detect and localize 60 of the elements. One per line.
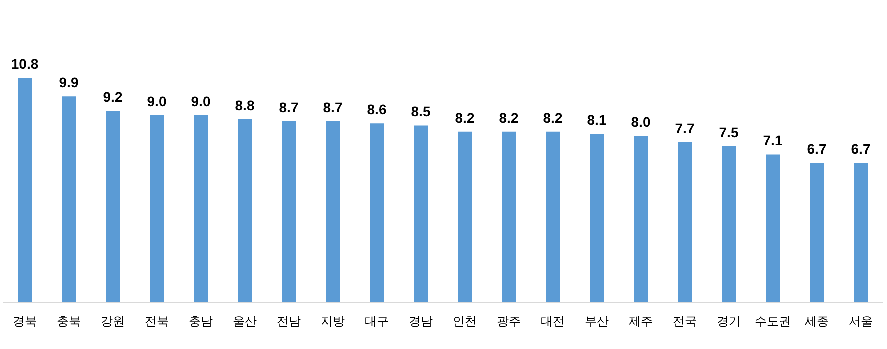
bar — [854, 163, 868, 302]
bar — [590, 134, 604, 302]
data-label: 8.5 — [411, 104, 431, 120]
x-tick-label: 세종 — [805, 314, 829, 328]
bar — [414, 126, 428, 302]
bar — [282, 122, 296, 302]
bar — [810, 163, 824, 302]
data-label: 8.6 — [367, 102, 387, 118]
data-label: 8.1 — [587, 112, 607, 128]
data-label: 7.1 — [763, 132, 783, 149]
data-label: 8.7 — [323, 100, 343, 116]
x-tick-label: 전국 — [673, 314, 697, 328]
bar — [766, 154, 780, 302]
data-label: 8.2 — [455, 110, 475, 126]
bar — [634, 136, 648, 302]
bar — [238, 119, 252, 302]
data-label: 9.2 — [103, 89, 123, 106]
x-tick-label: 대구 — [365, 314, 389, 328]
x-tick-label: 전남 — [277, 314, 301, 328]
bar — [458, 132, 472, 302]
x-tick-label: 경북 — [13, 314, 37, 328]
data-label: 9.0 — [147, 93, 167, 110]
data-label: 9.0 — [191, 93, 211, 110]
x-tick-label: 충남 — [189, 314, 213, 328]
data-label: 6.7 — [807, 141, 827, 158]
bar — [194, 115, 208, 302]
bar — [678, 142, 692, 302]
data-label: 9.9 — [59, 74, 79, 91]
x-tick-label: 지방 — [321, 314, 345, 328]
bar — [326, 122, 340, 302]
x-tick-label: 충북 — [57, 314, 81, 328]
data-label: 8.2 — [543, 110, 563, 126]
data-label: 8.2 — [499, 110, 519, 126]
x-tick-label: 강원 — [101, 314, 125, 328]
bar — [18, 78, 32, 302]
data-label: 8.0 — [631, 114, 651, 130]
bar — [150, 115, 164, 302]
x-tick-label: 울산 — [233, 314, 257, 328]
bar — [546, 132, 560, 302]
bar — [370, 124, 384, 302]
x-tick-label: 대전 — [541, 314, 565, 328]
x-tick-label: 경기 — [717, 314, 741, 328]
x-tick-label: 경남 — [409, 314, 433, 328]
bar — [502, 132, 516, 302]
data-label: 8.7 — [279, 100, 299, 116]
x-tick-label: 제주 — [629, 314, 653, 328]
data-label: 10.8 — [11, 56, 39, 72]
data-label: 7.7 — [675, 120, 695, 136]
data-label: 7.5 — [719, 124, 739, 140]
x-tick-label: 부산 — [585, 314, 609, 328]
bar — [106, 111, 120, 302]
x-tick-label: 서울 — [849, 314, 873, 328]
data-label: 8.8 — [235, 97, 255, 114]
x-tick-label: 광주 — [497, 314, 521, 328]
x-tick-label: 전북 — [145, 314, 169, 328]
data-label: 6.7 — [851, 141, 871, 158]
bar — [62, 96, 76, 302]
x-tick-label: 인천 — [453, 314, 477, 328]
bar — [722, 146, 736, 302]
x-tick-label: 수도권 — [755, 314, 791, 328]
